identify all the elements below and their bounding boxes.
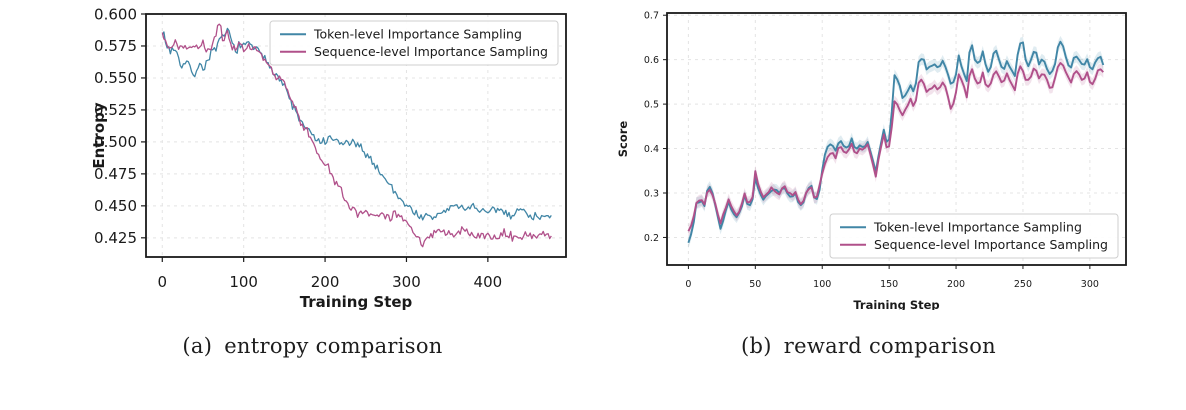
legend-box — [269, 20, 559, 66]
y-axis-label: Entropy — [90, 102, 108, 169]
figure-a-caption-label: (a) — [182, 334, 213, 358]
x-tick-label: 300 — [1081, 279, 1099, 290]
x-tick-label: 150 — [880, 279, 898, 290]
axes: 0 50 100 150 200 250 300 0.2 0.3 0.4 0.5 0.6 0.7 — [644, 11, 1099, 290]
figure-a-caption: (a) entropy comparison — [16, 334, 609, 358]
x-tick-label: 250 — [1014, 279, 1032, 290]
x-tick-label: 100 — [813, 279, 831, 290]
legend: Token-level Importance Sampling Sequence-… — [269, 20, 559, 66]
y-tick-label: 0.550 — [94, 69, 137, 87]
legend-label: Sequence-level Importance Sampling — [314, 44, 548, 59]
y-tick-label: 0.450 — [94, 197, 137, 215]
figure-b: 0 50 100 150 200 250 300 0.2 0.3 0.4 0.5 0.6 0.7 Trai… — [593, 0, 1186, 410]
figure-b-caption: (b) reward comparison — [572, 334, 1165, 358]
y-tick-label: 0.4 — [644, 144, 659, 155]
x-tick-label: 100 — [229, 273, 258, 291]
x-tick-label: 0 — [685, 279, 691, 290]
plot-area — [687, 35, 1105, 249]
entropy-chart: 0 100 200 300 400 0.425 0.450 0.475 0.500 0.525 0.… — [90, 5, 567, 310]
x-tick-label: 400 — [474, 273, 503, 291]
plot-area — [161, 23, 552, 248]
x-axis-label: Training Step — [853, 298, 939, 310]
legend-label: Sequence-level Importance Sampling — [874, 237, 1108, 252]
y-tick-label: 0.7 — [644, 11, 659, 22]
y-axis-label: Score — [616, 121, 630, 158]
legend: Token-level Importance Sampling Sequence-… — [829, 213, 1119, 259]
x-axis-label: Training Step — [300, 293, 413, 310]
series-band-1 — [688, 57, 1104, 237]
plot-border — [145, 13, 567, 258]
y-tick-label: 0.3 — [644, 188, 659, 199]
series-line-0 — [687, 40, 1105, 244]
y-tick-label: 0.475 — [94, 165, 137, 183]
legend-label: Token-level Importance Sampling — [873, 220, 1082, 235]
legend-box — [829, 213, 1119, 259]
x-tick-label: 200 — [311, 273, 340, 291]
series-line-1 — [687, 62, 1104, 232]
y-tick-label: 0.425 — [94, 229, 137, 247]
figure-b-caption-text: reward comparison — [783, 334, 996, 358]
y-tick-label: 0.500 — [94, 133, 137, 151]
y-tick-label: 0.2 — [644, 233, 659, 244]
figure-a-caption-text: entropy comparison — [224, 334, 443, 358]
legend-label: Token-level Importance Sampling — [313, 27, 522, 42]
figure-a: 0 100 200 300 400 0.425 0.450 0.475 0.500 0.525 0.… — [90, 5, 567, 358]
y-tick-label: 0.5 — [644, 99, 659, 110]
figure-b-caption-label: (b) — [741, 334, 772, 358]
y-tick-label: 0.575 — [94, 37, 137, 55]
series-line-0 — [161, 27, 552, 221]
y-tick-label: 0.6 — [644, 55, 659, 66]
y-tick-label: 0.600 — [94, 5, 137, 23]
x-tick-label: 50 — [749, 279, 761, 290]
reward-chart: 0 50 100 150 200 250 300 0.2 0.3 0.4 0.5 0.6 0.7 Trai… — [616, 11, 1127, 310]
x-tick-label: 200 — [947, 279, 965, 290]
x-tick-label: 0 — [158, 273, 168, 291]
series-line-1 — [161, 23, 552, 248]
plot-border — [666, 12, 1127, 266]
axes: 0 100 200 300 400 0.425 0.450 0.475 0.500 0.525 0.… — [94, 5, 502, 291]
y-tick-label: 0.525 — [94, 101, 137, 119]
x-tick-label: 300 — [392, 273, 421, 291]
